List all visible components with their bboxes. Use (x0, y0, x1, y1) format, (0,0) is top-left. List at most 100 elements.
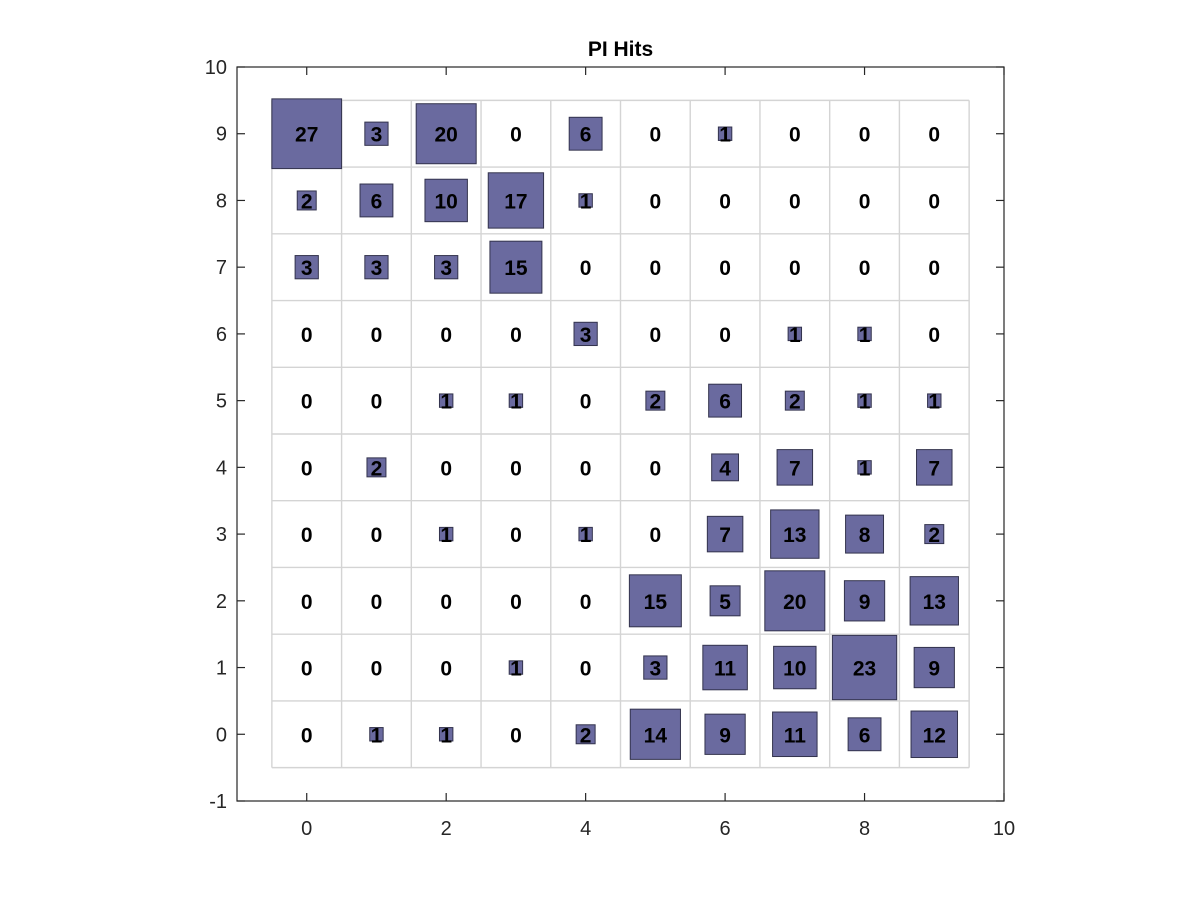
hit-square (438, 526, 454, 542)
axes-box (236, 66, 1005, 802)
hit-count-label: 3 (580, 324, 592, 347)
hit-count-label: 15 (644, 591, 668, 614)
hit-square (643, 655, 668, 680)
hit-count-label: 10 (435, 190, 458, 213)
hit-square (424, 178, 468, 223)
hit-count-label: 0 (650, 257, 662, 280)
hit-count-label: 0 (371, 324, 383, 347)
hit-count-label: 0 (859, 190, 871, 213)
hit-count-label: 6 (580, 124, 592, 147)
axis-ticks (237, 66, 1005, 802)
chart-title: PI Hits (588, 38, 653, 61)
y-tick-label: 5 (216, 391, 227, 413)
hit-count-label: 0 (928, 190, 940, 213)
hit-count-label: 0 (440, 658, 452, 681)
hit-square (857, 393, 872, 408)
hit-count-label: 0 (650, 124, 662, 147)
plot-area: 27 3 20 0 6 0 1 0 0 02 6 10 17 1 0 0 0 0 03 3 3 15 0 0 0 0 0 00 0 0 0 3… (236, 66, 1005, 802)
hit-count-label: 0 (510, 457, 522, 480)
hit-count-label: 1 (440, 524, 452, 547)
hit-count-label: 1 (719, 124, 731, 147)
hit-count-label: 1 (440, 391, 452, 414)
hit-count-label: 0 (719, 257, 731, 280)
hit-count-label: 6 (719, 391, 731, 414)
hit-count-label: 0 (440, 591, 452, 614)
hit-square (702, 644, 748, 691)
y-tick-label: 8 (216, 190, 227, 212)
x-tick-label: 0 (301, 818, 312, 840)
hit-count-label: 14 (644, 724, 668, 747)
hit-count-label: 0 (301, 724, 313, 747)
hit-square (438, 727, 454, 742)
y-tick-label: 9 (216, 124, 227, 146)
hit-square (776, 449, 814, 486)
hit-count-label: 0 (580, 658, 592, 681)
y-tick-label: 6 (216, 324, 227, 346)
hit-square (708, 383, 743, 418)
hit-count-label: 3 (371, 124, 383, 147)
hit-square (709, 585, 741, 617)
hit-count-label: 9 (719, 724, 731, 747)
hit-count-label: 9 (859, 591, 871, 614)
hit-count-label: 0 (650, 190, 662, 213)
hit-count-label: 7 (928, 457, 940, 480)
hit-count-label: 1 (789, 324, 801, 347)
hit-count-label: 0 (510, 324, 522, 347)
hit-count-label: 1 (510, 391, 522, 414)
y-tick-label: 1 (216, 658, 227, 680)
hit-count-label: 10 (783, 658, 806, 681)
hit-count-label: 2 (371, 457, 383, 480)
y-tick-label: 3 (216, 524, 227, 546)
hit-count-label: 0 (371, 658, 383, 681)
hit-count-label: 1 (859, 391, 871, 414)
hit-square (434, 255, 459, 280)
hit-square (773, 645, 817, 690)
hit-square (772, 711, 818, 758)
hit-square (857, 326, 872, 342)
hit-square (717, 126, 733, 141)
hit-count-label: 17 (504, 190, 527, 213)
hit-squares (271, 98, 959, 760)
hit-count-label: 3 (440, 257, 452, 280)
hit-square (438, 393, 454, 408)
hit-square (629, 708, 681, 760)
hit-count-label: 2 (580, 724, 592, 747)
hit-count-label: 0 (510, 591, 522, 614)
hit-count-label: 0 (580, 591, 592, 614)
x-tick-label: 8 (859, 818, 870, 840)
hit-count-label: 3 (371, 257, 383, 280)
x-tick-label: 4 (580, 818, 591, 840)
hit-square (843, 580, 886, 622)
hit-square (369, 727, 384, 742)
hit-square (704, 713, 746, 755)
hit-square (489, 240, 543, 294)
hit-square (578, 193, 593, 208)
hit-count-label: 11 (784, 724, 807, 747)
hit-count-label: 1 (859, 457, 871, 480)
hit-count-label: 0 (859, 257, 871, 280)
hit-count-label: 23 (853, 658, 876, 681)
hit-count-label: 7 (789, 457, 801, 480)
hit-square (294, 255, 319, 280)
y-tick-label: 4 (216, 457, 227, 479)
hit-count-label: 6 (859, 724, 871, 747)
hit-count-label: 0 (650, 457, 662, 480)
hit-count-label: 1 (510, 658, 522, 681)
hit-square (706, 515, 744, 553)
hit-square (628, 574, 682, 628)
hit-square (910, 710, 959, 759)
hit-count-label: 0 (580, 457, 592, 480)
hit-count-label: 0 (928, 324, 940, 347)
hit-count-label: 0 (440, 457, 452, 480)
hit-square (831, 634, 898, 701)
x-tick-label: 2 (441, 818, 452, 840)
hit-square (857, 460, 872, 475)
hit-count-label: 0 (301, 457, 313, 480)
hit-count-label: 3 (650, 658, 662, 681)
hit-square (847, 717, 882, 752)
hit-count-label: 20 (783, 591, 806, 614)
hit-count-label: 5 (719, 591, 731, 614)
hit-count-label: 0 (301, 391, 313, 414)
x-tick-label: 10 (993, 818, 1015, 840)
hit-square (913, 646, 955, 689)
